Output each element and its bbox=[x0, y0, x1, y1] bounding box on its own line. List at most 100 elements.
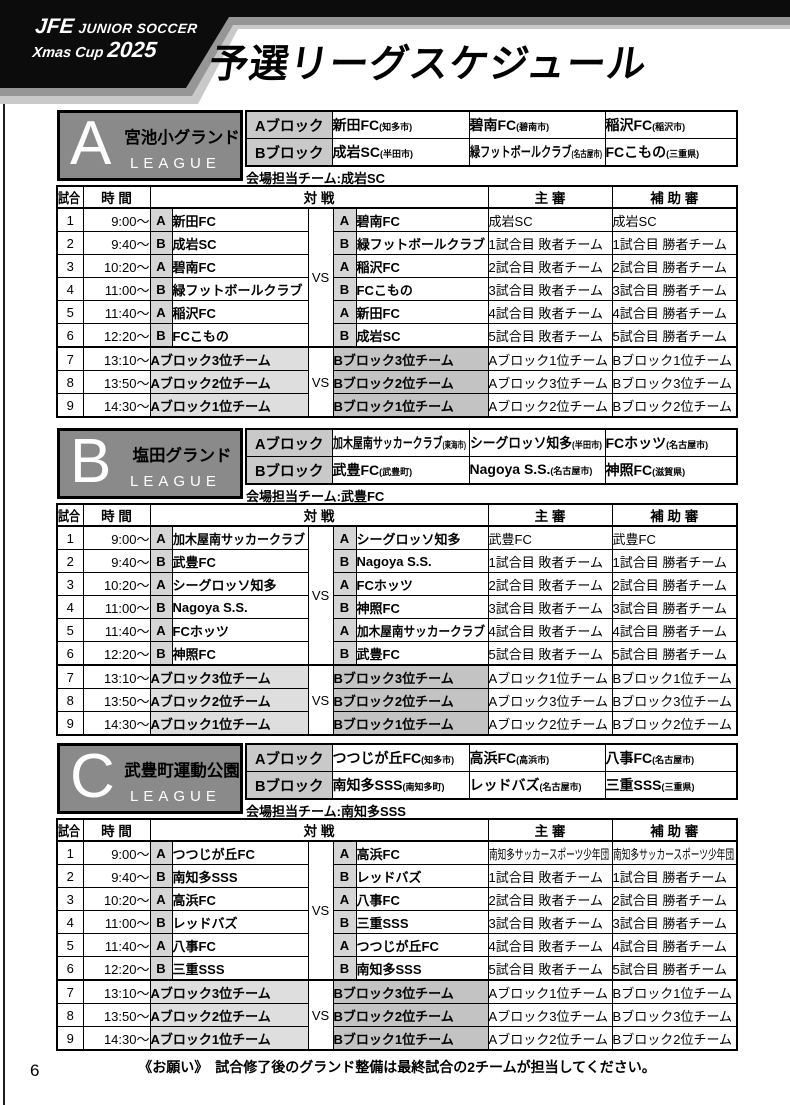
assistant-referee-text: 1試合目 勝者チーム bbox=[612, 236, 727, 252]
referee-cell: 3試合目 敗者チーム bbox=[487, 910, 613, 934]
home-team-text: 成岩SC bbox=[172, 236, 217, 252]
home-team-cell: レッドバズ bbox=[171, 910, 309, 934]
assistant-referee-cell: 2試合目 勝者チーム bbox=[611, 887, 738, 911]
team-city: (高浜市) bbox=[516, 755, 550, 765]
referee-text: 武豊FC bbox=[488, 531, 532, 547]
away-team-cell: 南知多SSS bbox=[355, 956, 489, 981]
team-city: (名古屋市) bbox=[550, 465, 593, 476]
playoff-row: 8 13:50～ Aブロック2位チーム Bブロック2位チーム Aブロック3位チーム Bブロ… bbox=[56, 1003, 738, 1027]
schedule-table-head: 試合時 間対 戦主 審補 助 審 bbox=[56, 185, 738, 209]
playoff-away-text: Bブロック3位チーム bbox=[333, 670, 454, 686]
league-letter: A bbox=[70, 108, 112, 178]
time-cell: 13:50～ bbox=[82, 1003, 151, 1027]
playoff-away-cell: Bブロック2位チーム bbox=[332, 370, 489, 394]
home-team-text: つつじが丘FC bbox=[172, 846, 255, 862]
assistant-referee-text: 5試合目 勝者チーム bbox=[612, 646, 727, 662]
playoff-home-cell: Aブロック1位チーム bbox=[149, 1026, 309, 1051]
away-team-cell: 加木屋南サッカークラブ bbox=[355, 618, 489, 642]
home-block-letter-cell: A bbox=[149, 572, 173, 596]
league-word-label: LEAGUE bbox=[130, 473, 221, 490]
time-cell: 13:10～ bbox=[82, 346, 151, 371]
referee-cell: Aブロック3位チーム bbox=[487, 688, 613, 712]
assistant-referee-cell: 4試合目 勝者チーム bbox=[611, 300, 738, 324]
team-name: 稲沢FC bbox=[605, 117, 653, 133]
away-team-text: 加木屋南サッカークラブ bbox=[356, 623, 485, 639]
time-cell: 9:00～ bbox=[82, 525, 151, 550]
block-roster-table: Aブロック つつじが丘FC(知多市) 高浜FC(高浜市) 八事FC(名古屋市) Bブロッ… bbox=[245, 743, 738, 800]
league-letter: C bbox=[70, 741, 115, 811]
block-team-cell: 成岩SC(半田市) bbox=[331, 138, 470, 167]
time-cell: 11:40～ bbox=[82, 933, 151, 957]
referee-text: 南知多サッカースポーツ少年団 bbox=[488, 846, 609, 862]
time-cell: 13:50～ bbox=[82, 370, 151, 394]
block-roster-table: Aブロック 新田FC(知多市) 碧南FC(碧南市) 稲沢FC(稲沢市) Bブロック 成岩S… bbox=[245, 110, 738, 167]
host-team-line: 会場担当チーム:武豊FC bbox=[246, 489, 385, 504]
vs-cell: VS bbox=[307, 207, 334, 348]
team-name: Nagoya S.S. bbox=[469, 460, 551, 477]
assistant-referee-cell: 3試合目 勝者チーム bbox=[611, 595, 738, 619]
assistant-referee-text: Bブロック1位チーム bbox=[612, 352, 733, 368]
away-team-cell: 碧南FC bbox=[355, 207, 489, 232]
time-cell: 9:00～ bbox=[82, 207, 151, 232]
block-a-row: Aブロック 新田FC(知多市) 碧南FC(碧南市) 稲沢FC(稲沢市) bbox=[245, 110, 738, 139]
away-block-letter-cell: B bbox=[332, 595, 357, 619]
home-block-letter-cell: A bbox=[149, 618, 173, 642]
home-team-cell: 南知多SSS bbox=[171, 864, 309, 888]
page-left-border bbox=[3, 0, 5, 1105]
team-name: レッドバズ bbox=[469, 777, 540, 793]
team-city: (東海市) bbox=[442, 440, 466, 450]
time-cell: 10:20～ bbox=[82, 572, 151, 596]
team-name: 高浜FC bbox=[469, 750, 517, 766]
assistant-referee-text: 3試合目 勝者チーム bbox=[612, 915, 727, 931]
referee-cell: 2試合目 敗者チーム bbox=[487, 887, 613, 911]
referee-cell: 3試合目 敗者チーム bbox=[487, 595, 613, 619]
block-b-row: Bブロック 武豊FC(武豊町) Nagoya S.S.(名古屋市) 神照FC(滋賀県) bbox=[245, 456, 738, 485]
time-cell: 14:30～ bbox=[82, 1026, 151, 1051]
home-team-text: 三重SSS bbox=[172, 961, 225, 977]
block-team-text: 新田FC(知多市) bbox=[333, 115, 412, 135]
vs-cell: VS bbox=[307, 840, 334, 981]
assistant-referee-cell: 成岩SC bbox=[611, 207, 738, 232]
team-name: 三重SSS bbox=[605, 777, 662, 793]
block-team-text: 神照FC(滋賀県) bbox=[606, 460, 685, 480]
playoff-row: 7 13:10～ Aブロック3位チーム VS Bブロック3位チーム Aブロック1位チーム B… bbox=[56, 979, 738, 1051]
away-team-text: 武豊FC bbox=[356, 646, 400, 662]
team-name: 加木屋南サッカークラブ bbox=[332, 435, 443, 451]
playoff-away-cell: Bブロック3位チーム bbox=[332, 979, 489, 1004]
referee-text: 2試合目 敗者チーム bbox=[488, 892, 603, 908]
playoff-home-text: Aブロック3位チーム bbox=[150, 670, 271, 686]
match-number-cell: 2 bbox=[56, 549, 84, 573]
match-no-header: 試合 bbox=[56, 818, 84, 842]
block-team-cell: 神照FC(滋賀県) bbox=[604, 456, 738, 485]
league-badge: C 武豊町運動公園 LEAGUE bbox=[57, 743, 243, 814]
header-row: 試合時 間対 戦主 審補 助 審 bbox=[56, 185, 738, 209]
match-number-cell: 3 bbox=[56, 254, 84, 278]
away-team-cell: FCホッツ bbox=[355, 572, 489, 596]
logo-year: 2025 bbox=[106, 37, 159, 63]
playoff-away-cell: Bブロック1位チーム bbox=[332, 711, 489, 736]
home-team-cell: 碧南FC bbox=[171, 254, 309, 278]
referee-cell: 4試合目 敗者チーム bbox=[487, 618, 613, 642]
home-team-text: 八事FC bbox=[172, 938, 216, 954]
referee-text: 2試合目 敗者チーム bbox=[488, 577, 603, 593]
playoff-home-cell: Aブロック2位チーム bbox=[149, 1003, 309, 1027]
referee-cell: Aブロック1位チーム bbox=[487, 664, 613, 689]
referee-cell: Aブロック3位チーム bbox=[487, 370, 613, 394]
referee-text: 3試合目 敗者チーム bbox=[488, 600, 603, 616]
match-row: 3 10:20～ A シーグロッソ知多 A FCホッツ 2試合目 敗者チーム 2試合目 勝者チ… bbox=[56, 572, 738, 596]
match-row: 1 9:00～ A 加木屋南サッカークラブ VS A シーグロッソ知多 武豊FC 武豊FC bbox=[56, 525, 738, 666]
assistant-referee-header: 補 助 審 bbox=[611, 503, 738, 527]
away-block-letter-cell: A bbox=[332, 618, 357, 642]
assistant-referee-cell: 5試合目 勝者チーム bbox=[611, 641, 738, 666]
referee-cell: 2試合目 敗者チーム bbox=[487, 254, 613, 278]
block-team-cell: シーグロッソ知多(半田市) bbox=[468, 428, 606, 457]
block-team-text: 三重SSS(三重県) bbox=[606, 775, 695, 795]
match-number-cell: 6 bbox=[56, 956, 84, 981]
away-team-cell: シーグロッソ知多 bbox=[355, 525, 489, 550]
block-team-cell: レッドバズ(名古屋市) bbox=[468, 771, 606, 800]
referee-cell: 南知多サッカースポーツ少年団 bbox=[487, 840, 613, 865]
time-cell: 11:00～ bbox=[82, 277, 151, 301]
match-number-cell: 9 bbox=[56, 393, 84, 418]
away-block-letter-cell: A bbox=[332, 840, 357, 865]
match-row: 4 11:00～ B レッドバズ B 三重SSS 3試合目 敗者チーム 3試合目 勝者チーム bbox=[56, 910, 738, 934]
